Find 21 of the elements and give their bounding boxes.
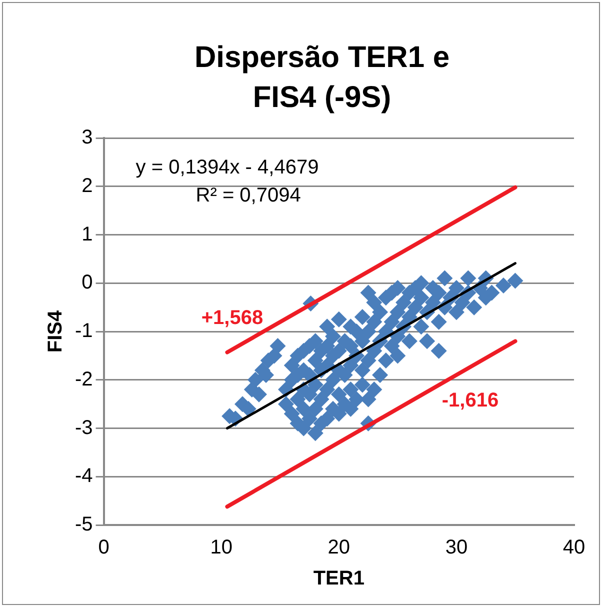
- annotation: y = 0,1394x - 4,4679: [136, 156, 319, 179]
- y-tick-label: 0: [82, 272, 93, 294]
- y-tick-label: -3: [74, 416, 93, 439]
- series-label: +1,568: [201, 306, 264, 329]
- y-tick-label: 3: [82, 126, 93, 149]
- series-label: -1,616: [442, 390, 499, 412]
- y-tick-label: -2: [74, 368, 93, 390]
- y-tick-label: -4: [74, 465, 93, 488]
- x-tick-label: 30: [445, 536, 468, 559]
- x-tick-label: 0: [98, 536, 110, 559]
- y-tick-label: 1: [82, 223, 93, 246]
- annotation: R² = 0,7094: [196, 184, 301, 207]
- x-axis-title: TER1: [313, 568, 364, 590]
- x-tick-label: 20: [328, 536, 350, 559]
- x-tick-label: 40: [562, 536, 586, 559]
- y-tick-label: 2: [82, 174, 93, 197]
- y-tick-label: -5: [74, 514, 93, 536]
- y-axis-title: FIS4: [44, 310, 67, 353]
- chart-title: Dispersão TER1 e FIS4 (-9S): [193, 40, 451, 116]
- y-tick-label: -1: [74, 320, 93, 342]
- x-tick-label: 10: [210, 536, 232, 559]
